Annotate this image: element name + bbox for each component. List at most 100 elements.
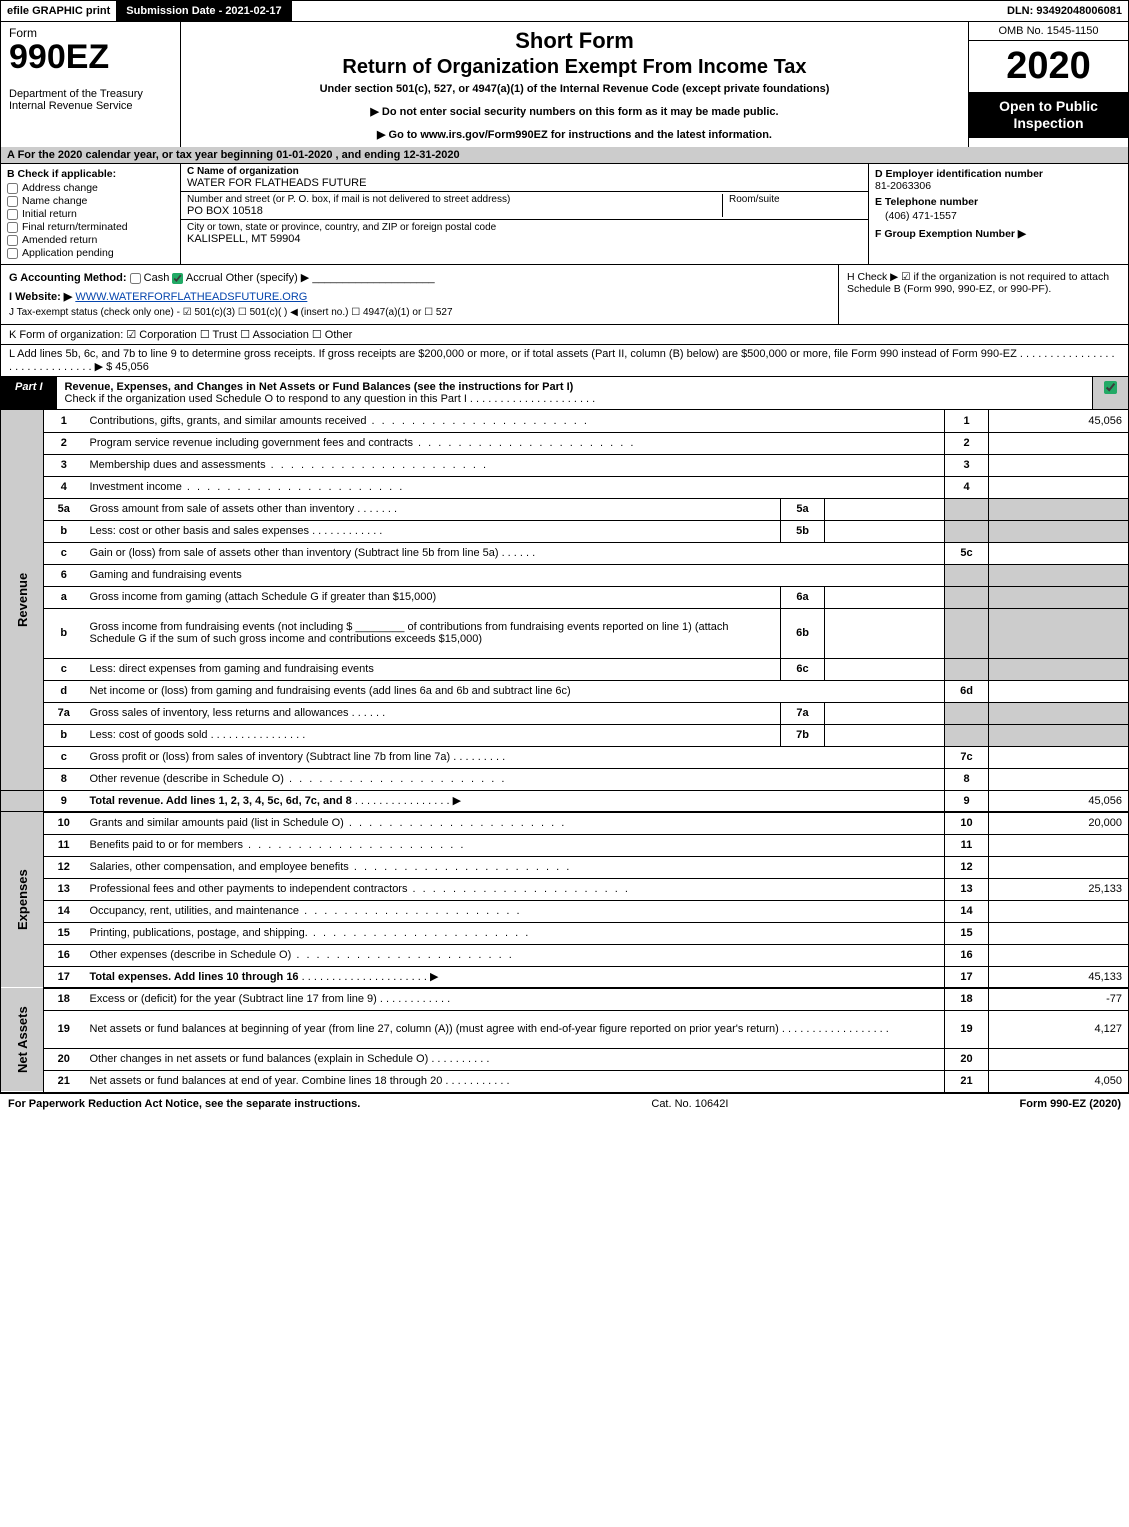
cn-3: 3 [945, 454, 989, 476]
val-9: 45,056 [989, 790, 1129, 812]
val-10: 20,000 [989, 812, 1129, 834]
d-label: D Employer identification number [875, 168, 1122, 180]
val-6b-shaded [989, 608, 1129, 658]
desc-5b: Less: cost or other basis and sales expe… [84, 520, 781, 542]
submission-date: Submission Date - 2021-02-17 [116, 1, 291, 21]
row-11: 11 Benefits paid to or for members 11 [1, 834, 1129, 856]
check-application-pending[interactable]: Application pending [7, 247, 174, 259]
row-4: 4 Investment income 4 [1, 476, 1129, 498]
cn-11: 11 [945, 834, 989, 856]
revenue-table: Revenue 1 Contributions, gifts, grants, … [0, 410, 1129, 1093]
row-18: Net Assets 18 Excess or (deficit) for th… [1, 988, 1129, 1010]
mn-5b: 5b [781, 520, 825, 542]
row-2: 2 Program service revenue including gove… [1, 432, 1129, 454]
cn-4: 4 [945, 476, 989, 498]
mv-6b [825, 608, 945, 658]
b-title: B Check if applicable: [7, 168, 174, 180]
efile-label: efile GRAPHIC print [1, 1, 116, 21]
section-b: B Check if applicable: Address change Na… [1, 164, 181, 264]
val-18: -77 [989, 988, 1129, 1010]
section-def: D Employer identification number 81-2063… [868, 164, 1128, 264]
title-short-form: Short Form [191, 28, 958, 54]
row-3: 3 Membership dues and assessments 3 [1, 454, 1129, 476]
footer-right: Form 990-EZ (2020) [1020, 1098, 1121, 1110]
c-name-label: C Name of organization [187, 166, 862, 177]
ln-8: 8 [44, 768, 84, 790]
part-i-header: Part I Revenue, Expenses, and Changes in… [0, 377, 1129, 410]
c-addr-block: Number and street (or P. O. box, if mail… [181, 192, 868, 220]
checkbox-cash[interactable] [130, 273, 141, 284]
val-21: 4,050 [989, 1070, 1129, 1092]
f-label: F Group Exemption Number ▶ [875, 228, 1122, 240]
desc-7c: Gross profit or (loss) from sales of inv… [84, 746, 945, 768]
row-20: 20 Other changes in net assets or fund b… [1, 1048, 1129, 1070]
check-final-return[interactable]: Final return/terminated [7, 221, 174, 233]
cn-16: 16 [945, 944, 989, 966]
row-17: 17 Total expenses. Add lines 10 through … [1, 966, 1129, 988]
dln-label: DLN: 93492048006081 [1001, 1, 1128, 21]
label-amended-return: Amended return [22, 234, 97, 246]
text-7a: Gross sales of inventory, less returns a… [90, 707, 349, 719]
val-7b-shaded [989, 724, 1129, 746]
checkbox-name-change[interactable] [7, 196, 18, 207]
row-1: Revenue 1 Contributions, gifts, grants, … [1, 410, 1129, 432]
ln-11: 11 [44, 834, 84, 856]
desc-14: Occupancy, rent, utilities, and maintena… [84, 900, 945, 922]
desc-7b: Less: cost of goods sold . . . . . . . .… [84, 724, 781, 746]
irs-link[interactable]: www.irs.gov/Form990EZ [420, 129, 547, 141]
text-17: Total expenses. Add lines 10 through 16 [90, 971, 299, 983]
ln-5a: 5a [44, 498, 84, 520]
cn-6a-shaded [945, 586, 989, 608]
line-l: L Add lines 5b, 6c, and 7b to line 9 to … [0, 345, 1129, 377]
label-final-return: Final return/terminated [22, 221, 128, 233]
side-label-netassets: Net Assets [1, 988, 44, 1092]
val-7c [989, 746, 1129, 768]
c-addr-label: Number and street (or P. O. box, if mail… [187, 194, 712, 205]
row-19: 19 Net assets or fund balances at beginn… [1, 1010, 1129, 1048]
text-7c: Gross profit or (loss) from sales of inv… [90, 751, 451, 763]
ln-18: 18 [44, 988, 84, 1010]
desc-6d: Net income or (loss) from gaming and fun… [84, 680, 945, 702]
row-6: 6 Gaming and fundraising events [1, 564, 1129, 586]
val-13: 25,133 [989, 878, 1129, 900]
label-name-change: Name change [22, 195, 87, 207]
ln-9: 9 [44, 790, 84, 812]
gh-left: G Accounting Method: Cash Accrual Other … [1, 265, 838, 324]
cn-17: 17 [945, 966, 989, 988]
website-link[interactable]: WWW.WATERFORFLATHEADSFUTURE.ORG [75, 291, 307, 303]
check-amended-return[interactable]: Amended return [7, 234, 174, 246]
ln-6d: d [44, 680, 84, 702]
checkbox-accrual[interactable] [172, 273, 183, 284]
ln-13: 13 [44, 878, 84, 900]
checkbox-schedule-o[interactable] [1104, 381, 1117, 394]
val-6-shaded [989, 564, 1129, 586]
check-name-change[interactable]: Name change [7, 195, 174, 207]
subtitle-section: Under section 501(c), 527, or 4947(a)(1)… [191, 83, 958, 95]
mv-6c [825, 658, 945, 680]
desc-13: Professional fees and other payments to … [84, 878, 945, 900]
room-suite: Room/suite [722, 194, 862, 217]
row-6d: d Net income or (loss) from gaming and f… [1, 680, 1129, 702]
val-1: 45,056 [989, 410, 1129, 432]
footer-mid: Cat. No. 10642I [360, 1098, 1019, 1110]
checkbox-address-change[interactable] [7, 183, 18, 194]
top-bar: efile GRAPHIC print Submission Date - 20… [0, 0, 1129, 22]
checkbox-amended-return[interactable] [7, 235, 18, 246]
checkbox-initial-return[interactable] [7, 209, 18, 220]
check-address-change[interactable]: Address change [7, 182, 174, 194]
ln-12: 12 [44, 856, 84, 878]
cn-13: 13 [945, 878, 989, 900]
row-15: 15 Printing, publications, postage, and … [1, 922, 1129, 944]
desc-15: Printing, publications, postage, and shi… [84, 922, 945, 944]
check-initial-return[interactable]: Initial return [7, 208, 174, 220]
checkbox-application-pending[interactable] [7, 248, 18, 259]
header-right: OMB No. 1545-1150 2020 Open to Public In… [968, 22, 1128, 147]
checkbox-final-return[interactable] [7, 222, 18, 233]
row-6a: a Gross income from gaming (attach Sched… [1, 586, 1129, 608]
text-11: Benefits paid to or for members [90, 839, 243, 851]
ein: 81-2063306 [875, 180, 1122, 192]
ln-5b: b [44, 520, 84, 542]
org-name: WATER FOR FLATHEADS FUTURE [187, 177, 862, 189]
text-1: Contributions, gifts, grants, and simila… [90, 415, 367, 427]
desc-6a: Gross income from gaming (attach Schedul… [84, 586, 781, 608]
